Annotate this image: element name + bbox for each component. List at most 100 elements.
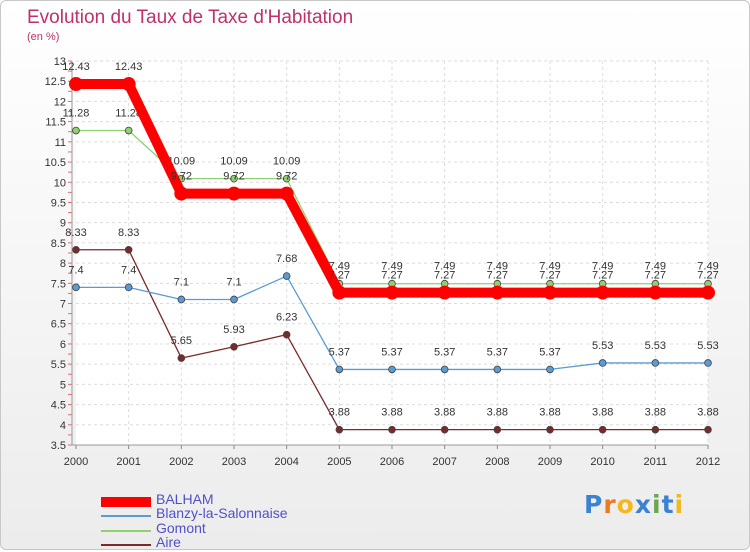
data-label: 5.65 bbox=[171, 335, 192, 347]
y-tick-label: 9.5 bbox=[51, 197, 66, 209]
y-tick-label: 7.5 bbox=[51, 278, 66, 290]
x-tick-label: 2003 bbox=[222, 456, 246, 468]
data-point bbox=[651, 359, 660, 367]
x-tick-label: 2012 bbox=[696, 456, 720, 468]
data-point bbox=[437, 285, 452, 300]
series-balham: 12.43 12.439.72 9.72 9.727.27 7.27 7.27 7.27 7.… bbox=[62, 61, 719, 300]
series-blanzy-la-salonnaise: 7.4 7.4 7.1 7.1 7.68 5.37 5.37 5.37 5.37 5.37 5.53… bbox=[68, 253, 719, 374]
data-point bbox=[72, 126, 80, 135]
data-label: 11.28 bbox=[115, 108, 142, 120]
data-point bbox=[546, 425, 554, 434]
legend-swatch bbox=[101, 497, 151, 507]
x-tick-label: 2006 bbox=[380, 456, 404, 468]
logo-letter: P bbox=[584, 490, 604, 519]
logo-letter: t bbox=[661, 490, 675, 519]
data-point bbox=[69, 77, 83, 92]
data-point bbox=[230, 295, 238, 304]
data-label: 3.88 bbox=[645, 407, 666, 419]
data-label: 9.72 bbox=[223, 171, 244, 183]
data-point bbox=[335, 365, 344, 374]
data-label: 5.37 bbox=[434, 346, 455, 358]
data-label: 7.1 bbox=[174, 276, 189, 288]
data-point bbox=[230, 174, 238, 183]
proxiti-logo: Proxiti bbox=[584, 490, 684, 519]
y-tick-label: 8.5 bbox=[51, 238, 66, 250]
data-label: 6.23 bbox=[276, 312, 297, 324]
y-tick-label: 12.5 bbox=[45, 76, 66, 88]
x-tick-label: 2007 bbox=[432, 456, 456, 468]
x-tick-label: 2004 bbox=[274, 456, 298, 468]
data-point bbox=[704, 359, 712, 367]
data-point bbox=[651, 425, 660, 434]
data-point bbox=[490, 285, 505, 300]
data-label: 10.09 bbox=[220, 156, 248, 168]
data-label: 7.49 bbox=[381, 261, 402, 273]
data-label: 3.88 bbox=[487, 407, 508, 419]
data-label: 8.33 bbox=[118, 227, 139, 239]
y-tick-label: 11.5 bbox=[45, 117, 66, 129]
data-label: 7.49 bbox=[539, 261, 560, 273]
y-tick-label: 5 bbox=[60, 379, 66, 391]
logo-letter: x bbox=[634, 490, 652, 519]
data-label: 7.27 bbox=[697, 270, 718, 282]
data-label: 11.28 bbox=[63, 108, 90, 120]
legend-swatch bbox=[101, 530, 151, 532]
y-tick-label: 4.5 bbox=[51, 400, 66, 412]
y-tick-label: 5.5 bbox=[51, 359, 66, 371]
legend-label: Gomont bbox=[156, 520, 206, 536]
data-point bbox=[282, 330, 291, 339]
y-tick-label: 10.5 bbox=[45, 157, 66, 169]
data-label: 5.37 bbox=[381, 346, 402, 358]
data-label: 7.49 bbox=[329, 261, 350, 273]
data-point bbox=[648, 285, 663, 300]
data-point bbox=[493, 425, 502, 434]
data-label: 7.49 bbox=[434, 261, 455, 273]
chart-title: Evolution du Taux de Taxe d'Habitation bbox=[27, 7, 354, 28]
y-tick-label: 13 bbox=[54, 56, 66, 68]
x-tick-label: 2000 bbox=[64, 456, 88, 468]
legend-label: BALHAM bbox=[156, 491, 214, 507]
legend-label: Aire bbox=[156, 534, 181, 550]
data-label: 12.43 bbox=[62, 61, 90, 73]
legend-swatch bbox=[101, 515, 151, 517]
y-tick-label: 6.5 bbox=[51, 319, 66, 331]
data-label: 10.09 bbox=[168, 156, 196, 168]
data-point bbox=[598, 359, 607, 367]
y-tick-label: 7 bbox=[60, 299, 66, 311]
data-point bbox=[227, 186, 241, 201]
series-aire: 8.33 8.33 5.65 5.93 6.23 3.88 3.88 3.88 3.88 3.88… bbox=[65, 227, 719, 434]
data-point bbox=[546, 365, 554, 374]
data-point bbox=[598, 425, 607, 434]
data-label: 5.53 bbox=[592, 340, 613, 352]
data-label: 5.53 bbox=[645, 340, 666, 352]
data-point bbox=[701, 285, 715, 300]
y-tick-label: 10 bbox=[54, 177, 66, 189]
data-point bbox=[174, 186, 189, 201]
data-point bbox=[543, 285, 557, 300]
data-label: 7.27 bbox=[539, 270, 560, 282]
data-label: 5.37 bbox=[487, 346, 508, 358]
x-tick-label: 2011 bbox=[644, 456, 668, 468]
data-label: 3.88 bbox=[381, 407, 402, 419]
logo-letter: r bbox=[603, 490, 617, 519]
x-tick-label: 2001 bbox=[116, 456, 140, 468]
data-point bbox=[385, 285, 399, 300]
logo-letter: i bbox=[674, 490, 685, 519]
data-point bbox=[124, 245, 133, 254]
data-label: 7.49 bbox=[645, 261, 666, 273]
data-label: 5.93 bbox=[223, 324, 244, 336]
data-point bbox=[388, 365, 396, 374]
data-point bbox=[335, 425, 344, 434]
y-tick-label: 11 bbox=[55, 137, 66, 149]
data-label: 12.43 bbox=[115, 61, 143, 73]
data-label: 7.49 bbox=[697, 261, 718, 273]
x-tick-label: 2009 bbox=[538, 456, 562, 468]
data-point bbox=[72, 245, 80, 254]
x-tick-label: 2005 bbox=[327, 456, 351, 468]
data-point bbox=[440, 425, 449, 434]
x-tick-label: 2008 bbox=[485, 456, 509, 468]
data-label: 3.88 bbox=[539, 407, 560, 419]
